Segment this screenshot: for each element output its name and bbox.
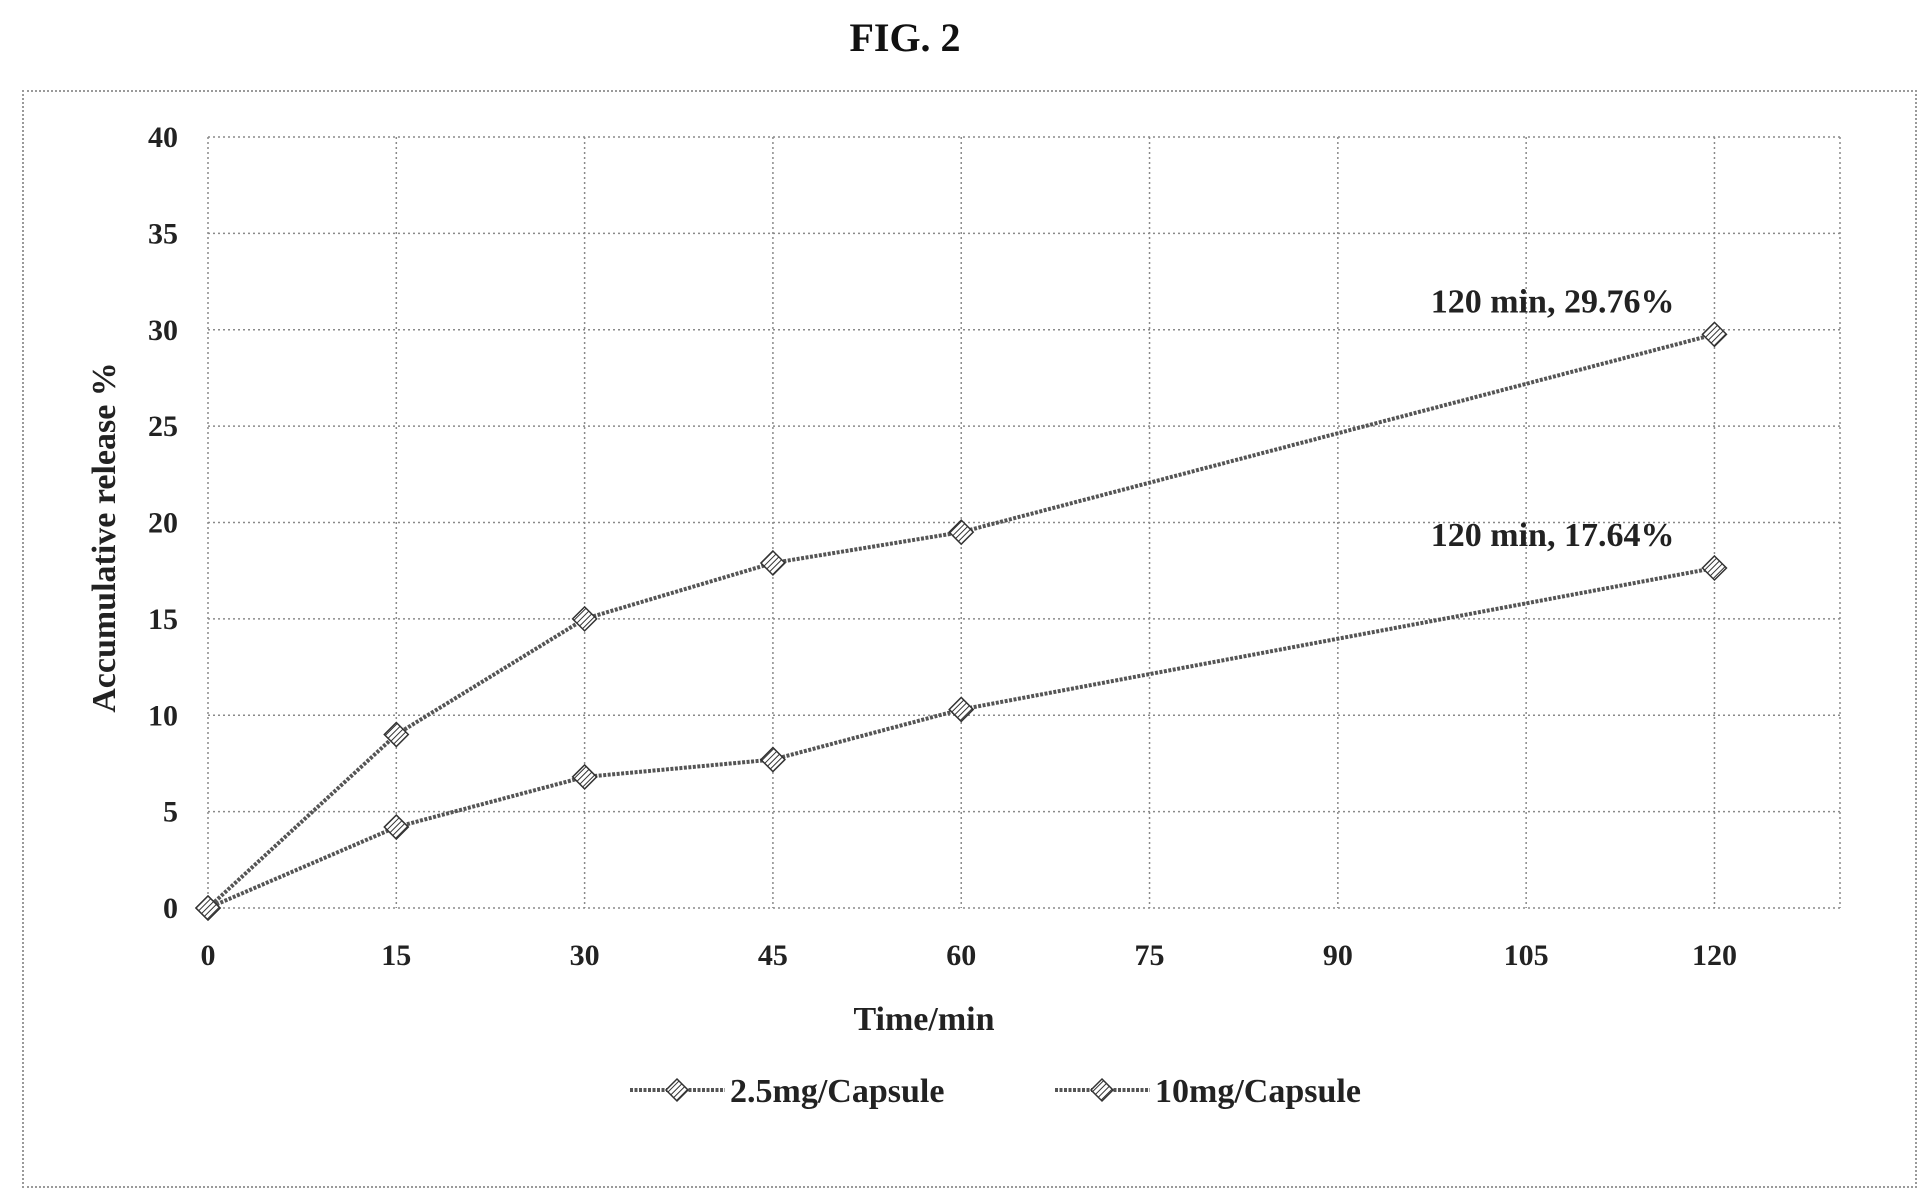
y-tick-label-5: 5 [163, 796, 178, 829]
x-tick-label-105: 105 [1504, 939, 1549, 972]
annotations: 120 min, 29.76% 120 min, 17.64% [1431, 283, 1675, 554]
data-label-0: 120 min, 29.76% [1431, 283, 1675, 320]
data-label-1: 120 min, 17.64% [1431, 517, 1675, 554]
figure-title: FIG. 2 [849, 15, 961, 60]
series-1 [194, 321, 1728, 922]
data-point-0-5 [1701, 554, 1728, 582]
legend: 2.5mg/Capsule 10mg/Capsule [630, 1073, 1361, 1110]
legend-label-0: 2.5mg/Capsule [730, 1073, 944, 1110]
x-tick-label-120: 120 [1692, 939, 1737, 972]
series-line-1 [206, 332, 1715, 910]
x-tick-label-15: 15 [381, 939, 411, 972]
y-tick-label-20: 20 [148, 507, 178, 540]
x-tick-label-90: 90 [1323, 939, 1353, 972]
y-axis-title: Accumulative release % [86, 362, 123, 713]
series-line-0 [207, 566, 1715, 910]
series [194, 321, 1728, 922]
data-point-1-3 [759, 549, 786, 577]
y-tick-label-30: 30 [148, 314, 178, 347]
legend-marker-1 [1089, 1077, 1115, 1103]
chart-frame [22, 90, 1917, 1188]
y-tick-label-0: 0 [163, 892, 178, 925]
x-axis-title: Time/min [853, 1001, 994, 1038]
y-tick-label-15: 15 [148, 603, 178, 636]
legend-entry-1: 10mg/Capsule [1055, 1073, 1361, 1110]
data-point-0-3 [759, 746, 786, 773]
data-point-1-5 [1701, 321, 1728, 348]
data-point-1-4 [948, 519, 975, 546]
x-tick-label-60: 60 [946, 939, 976, 972]
legend-entry-0: 2.5mg/Capsule [630, 1073, 944, 1110]
grid [207, 136, 1841, 909]
y-tick-label-35: 35 [148, 217, 178, 250]
y-tick-label-25: 25 [148, 410, 178, 443]
axes: 0 5 10 15 20 25 30 35 40 0 15 30 45 60 75 90 105 120 Time/… [86, 121, 1737, 1038]
y-tick-label-10: 10 [148, 699, 178, 732]
data-point-1-0 [194, 894, 222, 922]
data-point-0-2 [571, 763, 598, 790]
x-tick-label-75: 75 [1135, 939, 1165, 972]
legend-label-1: 10mg/Capsule [1155, 1073, 1361, 1110]
legend-marker-0 [664, 1077, 690, 1103]
y-tick-label-40: 40 [148, 121, 178, 154]
data-point-1-1 [383, 721, 410, 748]
x-tick-label-30: 30 [570, 939, 600, 972]
x-tick-label-45: 45 [758, 939, 788, 972]
data-point-0-4 [948, 696, 975, 723]
x-tick-label-0: 0 [201, 939, 216, 972]
data-point-1-2 [571, 605, 598, 632]
data-point-0-1 [383, 813, 410, 841]
